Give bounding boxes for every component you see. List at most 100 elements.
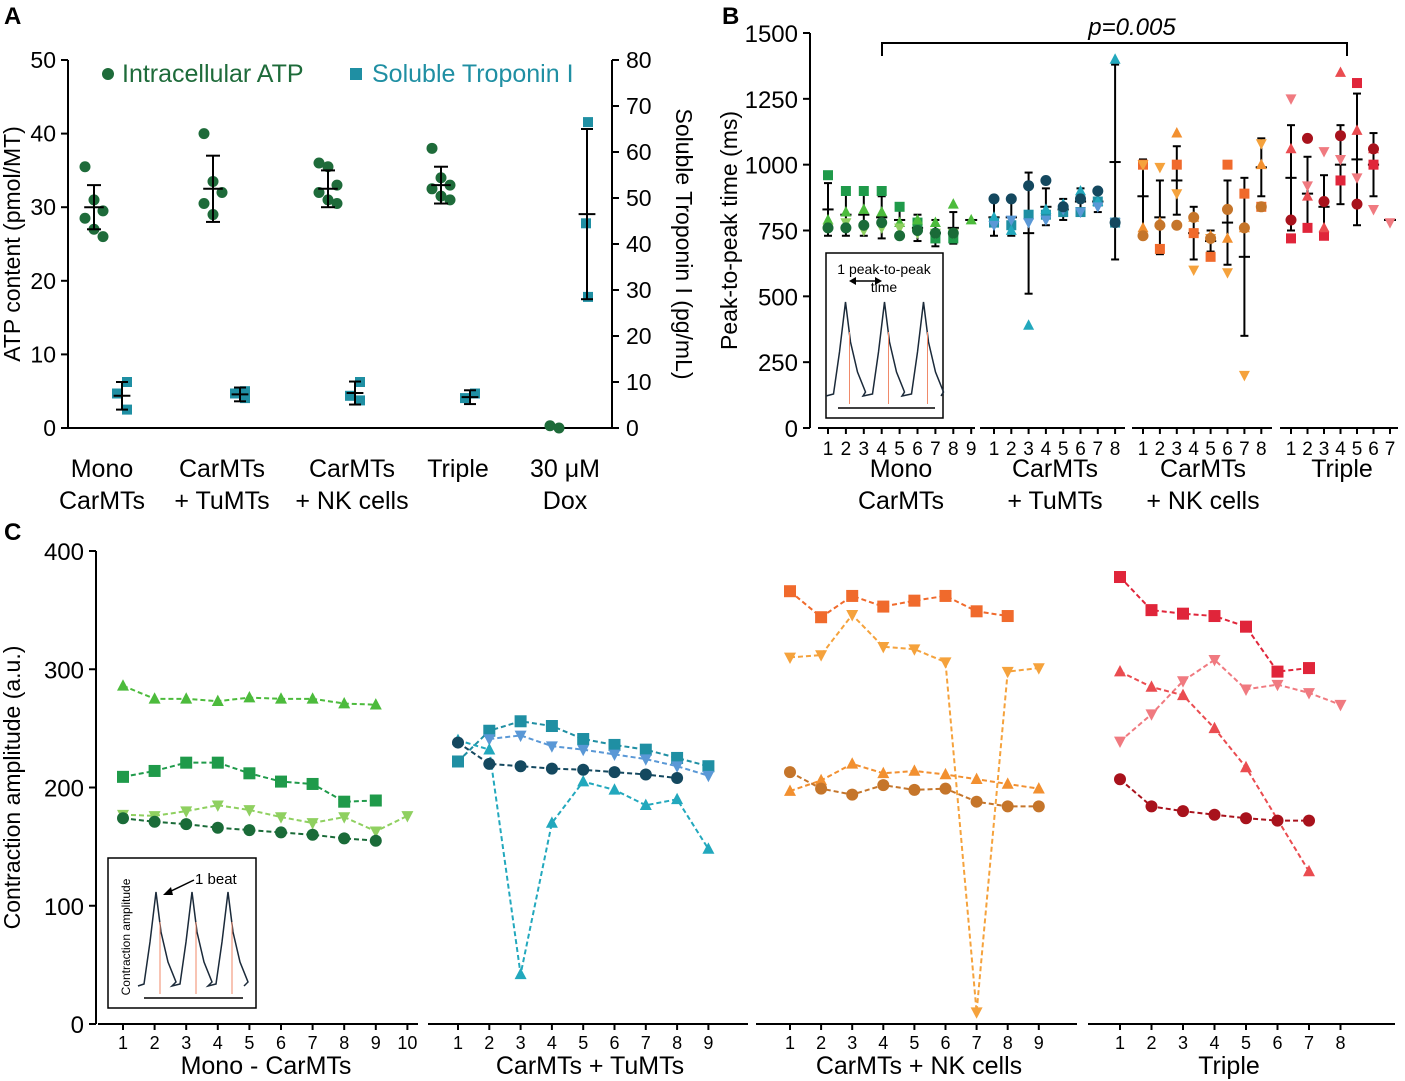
c-series-point bbox=[1114, 665, 1126, 677]
b-point-triangle-up bbox=[822, 213, 834, 225]
a-troponin-point bbox=[112, 388, 122, 399]
a-legend-atp-marker bbox=[102, 68, 114, 80]
c-series-line bbox=[122, 817, 376, 842]
b-x-tick-label: 4 bbox=[1188, 439, 1199, 460]
b-x-tick-label: 1 bbox=[1286, 439, 1297, 460]
b-point-triangle-down bbox=[1368, 205, 1379, 216]
b-point-circle bbox=[1205, 232, 1217, 244]
c-series-point bbox=[545, 720, 558, 733]
b-point-circle bbox=[947, 227, 959, 239]
a-left-axis-title: ATP content (pmol/MT) bbox=[0, 126, 25, 362]
c-series-point bbox=[1001, 610, 1014, 623]
b-point-triangle-up bbox=[1351, 124, 1363, 135]
b-point-triangle-up bbox=[1171, 127, 1183, 138]
b-point-triangle-up bbox=[1318, 221, 1330, 233]
b-point-circle bbox=[1302, 132, 1313, 144]
b-x-tick-label: 4 bbox=[876, 439, 887, 460]
b-point-triangle-up bbox=[1255, 158, 1267, 170]
a-legend-troponin-marker bbox=[350, 68, 362, 80]
b-x-tick-label: 6 bbox=[1368, 439, 1379, 460]
c-group-label: Mono - CarMTs bbox=[181, 1052, 352, 1080]
b-point-triangle-up bbox=[988, 211, 1000, 222]
c-x-tick-label: 7 bbox=[1304, 1033, 1314, 1053]
a-atp-point bbox=[79, 161, 91, 173]
c-series-point bbox=[338, 795, 351, 808]
c-series-point bbox=[1032, 800, 1045, 813]
panel-a-chart: 0 10 20 30 40 50 0 10 20 30 40 50 60 70 80 ATP content … bbox=[0, 47, 697, 515]
b-point-triangle-up bbox=[912, 213, 923, 225]
b-group-label-line1: CarMTs bbox=[1160, 455, 1246, 483]
c-series-point bbox=[1271, 665, 1284, 678]
b-x-tick-label: 2 bbox=[841, 439, 852, 460]
b-point-square bbox=[1222, 159, 1233, 170]
c-series-point bbox=[608, 766, 621, 779]
c-series-point bbox=[608, 738, 621, 751]
b-point-square bbox=[1286, 233, 1296, 244]
c-series-point bbox=[1032, 782, 1045, 794]
c-series-point bbox=[784, 585, 796, 598]
panel-label-c: C bbox=[4, 519, 21, 546]
b-point-square bbox=[1205, 251, 1216, 262]
a-category-label-line1: Triple bbox=[427, 455, 489, 483]
c-series-point bbox=[1271, 814, 1284, 827]
b-point-square bbox=[1023, 209, 1034, 220]
c-series-point bbox=[180, 818, 193, 831]
b-x-tick-label: 8 bbox=[1256, 439, 1267, 460]
b-point-square bbox=[876, 186, 887, 196]
b-point-circle bbox=[1222, 203, 1233, 215]
c-series-point bbox=[939, 782, 952, 795]
b-x-tick-label: 2 bbox=[1006, 439, 1017, 460]
b-y-tick-label: 750 bbox=[758, 219, 798, 246]
b-point-square bbox=[1335, 175, 1346, 186]
c-series-point bbox=[970, 605, 983, 618]
c-x-tick-label: 6 bbox=[276, 1033, 286, 1053]
b-x-tick-label: 1 bbox=[1138, 439, 1149, 460]
c-series-line bbox=[1119, 658, 1341, 743]
c-series-point bbox=[702, 770, 715, 783]
b-y-tick-label: 1250 bbox=[745, 87, 798, 114]
b-point-square bbox=[894, 201, 905, 212]
c-x-tick-label: 5 bbox=[909, 1033, 919, 1053]
c-series-point bbox=[970, 1007, 983, 1019]
c-x-tick-label: 5 bbox=[578, 1033, 588, 1053]
c-series-point bbox=[970, 772, 983, 785]
c-series-point bbox=[639, 798, 652, 811]
b-x-tick-label: 6 bbox=[1075, 439, 1086, 460]
b-point-triangle-up bbox=[1285, 142, 1297, 154]
b-point-circle bbox=[840, 222, 852, 234]
b-x-tick-label: 6 bbox=[1222, 439, 1233, 460]
b-point-triangle-up bbox=[1040, 203, 1052, 214]
c-series-point bbox=[815, 611, 828, 624]
c-series-line bbox=[457, 720, 709, 768]
c-series-point bbox=[671, 792, 684, 805]
c-series-point bbox=[908, 644, 921, 656]
c-x-tick-label: 2 bbox=[816, 1033, 826, 1053]
c-series-point bbox=[211, 821, 224, 834]
c-x-tick-label: 7 bbox=[641, 1033, 651, 1053]
b-point-circle bbox=[1318, 196, 1330, 208]
a-legend-atp-label: Intracellular ATP bbox=[122, 60, 304, 88]
c-series-point bbox=[608, 783, 621, 795]
b-point-square bbox=[1239, 188, 1250, 199]
c-series-point bbox=[577, 774, 590, 787]
a-category-label-line2: + TuMTs bbox=[174, 487, 269, 515]
b-point-square bbox=[1171, 159, 1182, 170]
c-series-point bbox=[1240, 760, 1252, 773]
c-x-tick-label: 5 bbox=[1241, 1033, 1251, 1053]
c-x-tick-label: 8 bbox=[1003, 1033, 1013, 1053]
c-series-point bbox=[1145, 604, 1158, 617]
b-p-value: p=0.005 bbox=[1087, 14, 1176, 41]
b-point-square bbox=[1319, 230, 1329, 241]
c-series-point bbox=[608, 749, 621, 761]
c-series-point bbox=[117, 770, 129, 783]
b-x-tick-label: 3 bbox=[1319, 439, 1330, 460]
b-point-triangle-up bbox=[1023, 319, 1035, 330]
b-point-circle bbox=[1255, 201, 1267, 213]
c-series-line bbox=[1119, 670, 1310, 872]
c-series-point bbox=[1208, 610, 1221, 623]
c-series-point bbox=[117, 812, 129, 825]
c-series-point bbox=[545, 762, 558, 775]
b-point-triangle-down bbox=[1154, 162, 1166, 174]
c-series-point bbox=[639, 768, 652, 781]
c-series-point bbox=[483, 757, 496, 770]
